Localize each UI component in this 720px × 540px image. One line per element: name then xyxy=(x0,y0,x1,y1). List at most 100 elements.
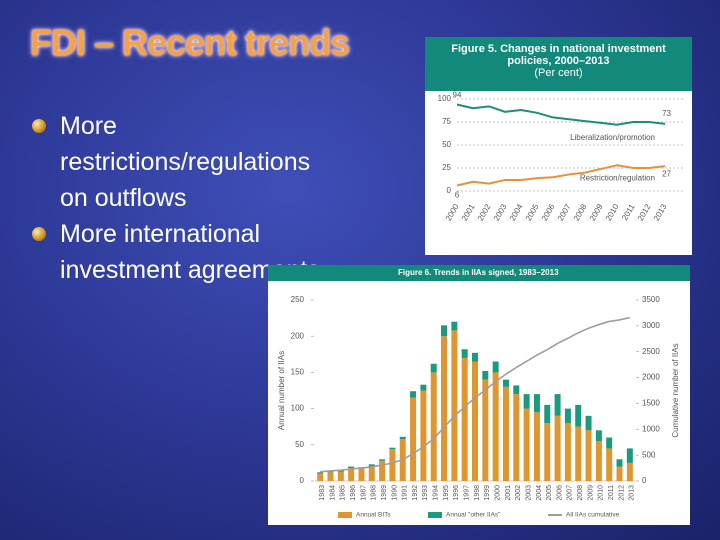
series-label: Liberalization/promotion xyxy=(570,133,655,142)
bullet: More restrictions/regulations on outflow… xyxy=(30,108,335,216)
x-tick-label: 2009 xyxy=(587,485,594,501)
x-tick-label: 2011 xyxy=(608,485,615,500)
slide-title: FDI – Recent trends xyxy=(30,22,350,63)
chart-title: Figure 6. Trends in IIAs signed, 1983–20… xyxy=(268,265,690,281)
figure-header: Figure 5. Changes in national investment… xyxy=(425,37,692,91)
x-tick-label: 2006 xyxy=(540,202,557,222)
bar xyxy=(626,462,633,481)
x-tick-label: 2003 xyxy=(525,485,532,501)
y-tick-label: 250 xyxy=(291,295,305,304)
x-tick-label: 2008 xyxy=(577,485,584,501)
bar xyxy=(616,459,623,467)
x-tick-label: 2011 xyxy=(620,202,637,222)
bar xyxy=(368,466,375,481)
line xyxy=(456,103,666,126)
bar xyxy=(544,423,551,481)
line xyxy=(456,164,666,187)
bar xyxy=(420,384,427,391)
bar xyxy=(492,361,499,373)
x-tick-label: 1998 xyxy=(474,485,481,501)
bar xyxy=(337,471,344,481)
bar xyxy=(327,472,334,481)
y2-tick-label: 1000 xyxy=(642,424,660,433)
x-tick-label: 1983 xyxy=(319,485,326,501)
y-tick-label: 0 xyxy=(447,186,452,195)
x-tick-label: 2002 xyxy=(515,485,522,501)
legend-swatch xyxy=(338,512,352,518)
x-tick-label: 2010 xyxy=(598,485,605,501)
bar xyxy=(595,441,602,481)
x-tick-label: 1995 xyxy=(443,485,450,501)
bar xyxy=(606,448,613,481)
x-tick-label: 2008 xyxy=(572,202,589,222)
x-tick-label: 2012 xyxy=(636,202,653,222)
bar xyxy=(482,370,489,380)
chart-subtitle: (Per cent) xyxy=(534,67,583,79)
bar xyxy=(430,363,437,373)
bar xyxy=(606,437,613,449)
y2-tick-label: 1500 xyxy=(642,399,660,408)
x-tick-label: 2002 xyxy=(476,202,493,222)
bar xyxy=(564,408,571,424)
bar xyxy=(410,391,417,398)
x-tick-label: 2005 xyxy=(546,485,553,501)
bar xyxy=(472,361,478,481)
x-tick-label: 1989 xyxy=(381,485,388,501)
y-tick-label: 200 xyxy=(291,331,305,340)
x-tick-label: 1987 xyxy=(360,485,367,501)
bar xyxy=(441,336,448,481)
bar xyxy=(502,386,509,481)
bar xyxy=(441,325,448,337)
y-tick-label: 75 xyxy=(442,117,451,126)
bar xyxy=(533,412,540,481)
x-tick-label: 1993 xyxy=(422,485,429,501)
y-axis-label: Annual number of IIAs xyxy=(277,351,286,430)
x-tick-label: 1988 xyxy=(371,485,378,501)
bar xyxy=(554,415,561,481)
bar xyxy=(523,394,530,409)
y2-tick-label: 3500 xyxy=(642,295,660,304)
y-tick-label: 50 xyxy=(442,140,451,149)
figure: Figure 6. Trends in IIAs signed, 1983–20… xyxy=(268,265,690,525)
bar xyxy=(379,459,386,461)
x-tick-label: 2000 xyxy=(494,485,501,501)
bar xyxy=(554,394,561,416)
y2-tick-label: 3000 xyxy=(642,321,660,330)
chart-title: Figure 5. Changes in national investment… xyxy=(451,43,666,67)
x-tick-label: 1994 xyxy=(433,485,440,501)
x-tick-label: 2001 xyxy=(460,202,477,222)
x-tick-label: 2006 xyxy=(556,485,563,501)
bar xyxy=(513,394,520,481)
bar xyxy=(461,357,468,481)
bar xyxy=(564,423,571,481)
bar xyxy=(513,385,520,395)
bar xyxy=(368,464,375,467)
series-label: Restriction/regulation xyxy=(580,173,655,182)
y2-tick-label: 500 xyxy=(642,450,656,459)
x-tick-label: 2013 xyxy=(629,485,636,501)
bar xyxy=(502,379,509,387)
x-tick-label: 2007 xyxy=(567,485,574,501)
bar xyxy=(585,430,592,481)
bar xyxy=(399,436,406,440)
bar xyxy=(348,467,355,481)
bar xyxy=(389,447,396,450)
x-tick-label: 1997 xyxy=(464,485,471,501)
data-label: 6 xyxy=(455,191,460,200)
bar xyxy=(585,415,592,431)
data-label: 73 xyxy=(662,109,671,118)
line xyxy=(320,316,631,473)
data-label: 94 xyxy=(453,91,462,100)
data-label: 27 xyxy=(662,169,671,178)
x-tick-label: 2004 xyxy=(536,485,543,501)
legend-label: Annual "other IIAs" xyxy=(446,512,501,519)
y-tick-label: 150 xyxy=(291,368,305,377)
x-tick-label: 2003 xyxy=(492,202,509,222)
y-tick-label: 0 xyxy=(300,476,305,485)
bar xyxy=(358,468,365,481)
bar xyxy=(616,466,623,481)
x-tick-label: 1992 xyxy=(412,485,419,501)
x-tick-label: 2009 xyxy=(588,202,605,222)
